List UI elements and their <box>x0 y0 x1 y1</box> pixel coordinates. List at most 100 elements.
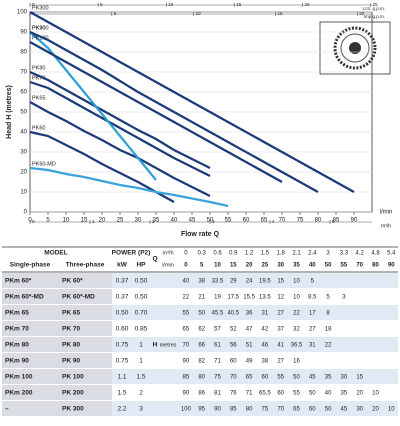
curve-label: PK65 <box>32 95 45 101</box>
power-hp: 0.70 <box>135 310 148 317</box>
power-hp: 0.50 <box>135 278 148 285</box>
head-value: 10 <box>293 295 300 301</box>
head-value: 29 <box>230 279 237 285</box>
head-value: 15.5 <box>243 295 255 301</box>
head-value: 50 <box>198 311 205 317</box>
head-value: 22 <box>325 343 332 349</box>
pump-curve <box>29 31 157 181</box>
model-single: PKm 200 <box>5 390 33 397</box>
head-value: 62 <box>198 327 205 333</box>
power-kw: 1.1 <box>117 374 126 381</box>
head-value: 70 <box>230 375 237 381</box>
head-value: 31 <box>262 311 269 317</box>
imp-gpm-tick-label: 5 <box>114 11 117 16</box>
model-bg <box>2 353 112 368</box>
head-value: 51 <box>246 343 253 349</box>
curve-label: PK90 <box>32 25 45 31</box>
power-kw: 1.5 <box>117 390 126 397</box>
lmin-value: 10 <box>214 263 221 269</box>
x-tick-label: 30 <box>135 218 142 224</box>
head-value: 61 <box>214 343 221 349</box>
head-value: 22 <box>183 295 190 301</box>
head-value: 27 <box>309 327 316 333</box>
head-value: 45 <box>309 375 316 381</box>
lmin-value: 90 <box>388 263 395 269</box>
us-gpm-tick-label: 10 <box>168 2 174 7</box>
head-value: 47 <box>246 327 253 333</box>
head-value: 85 <box>230 407 237 413</box>
head-value: 80 <box>198 375 205 381</box>
us-gpm-tick-label: 20 <box>305 2 311 7</box>
y-tick-label: 20 <box>20 170 27 176</box>
x-tick-label: 75 <box>297 218 304 224</box>
m3h-tick-label: 1 <box>92 219 95 224</box>
y-tick-label: 60 <box>20 90 27 96</box>
model-bg <box>2 289 112 304</box>
x-tick-label: 60 <box>243 218 250 224</box>
y-axis-label: Head H (metres) <box>6 85 13 139</box>
unit-label: m³/h <box>163 250 174 256</box>
m3h-tick-label: 5 <box>332 219 335 224</box>
head-value: 35 <box>325 375 332 381</box>
x-tick-label: 35 <box>153 218 160 224</box>
y-tick-label: 90 <box>20 30 27 36</box>
power-kw: 0.37 <box>116 294 129 301</box>
y-tick-label: 30 <box>20 150 27 156</box>
pump-curve <box>29 11 355 193</box>
head-value: 46 <box>262 343 269 349</box>
power-hp: 1.5 <box>136 374 145 381</box>
head-value: 17.5 <box>227 295 239 301</box>
head-value: 71 <box>214 359 221 365</box>
model-three: PK 90 <box>62 358 80 365</box>
head-value: 18 <box>325 327 332 333</box>
head-value: 71 <box>246 391 253 397</box>
us-gpm-tick-label: 0 <box>32 2 35 7</box>
head-value: 33.5 <box>212 279 224 285</box>
head-value: 45 <box>341 407 348 413</box>
head-value: 100 <box>181 407 192 413</box>
imp-gpm-tick-label: 15 <box>277 11 283 16</box>
head-value: 50 <box>293 375 300 381</box>
head-value: 12 <box>277 295 284 301</box>
head-value: 81 <box>214 391 221 397</box>
curve-label: PK300 <box>32 5 49 11</box>
power-hp: 3 <box>139 406 143 413</box>
head-value: 90 <box>214 407 221 413</box>
head-value: 17 <box>309 311 316 317</box>
model-three: PK 70 <box>62 326 80 333</box>
head-value: 16 <box>293 359 300 365</box>
head-value: 40 <box>325 391 332 397</box>
head-value: 36.5 <box>291 343 303 349</box>
head-value: 36 <box>246 311 253 317</box>
lmin-value: 55 <box>341 263 348 269</box>
head-value: 90 <box>183 359 190 365</box>
lmin-value: 0 <box>184 263 188 269</box>
head-value: 20 <box>356 391 363 397</box>
head-value: 19.5 <box>259 279 271 285</box>
power-kw: 0.50 <box>116 310 129 317</box>
power-hp: 0.50 <box>135 294 148 301</box>
model-three: PK 60* <box>62 278 83 285</box>
m3h-value: 2.1 <box>292 251 301 257</box>
head-value: 41 <box>277 343 284 349</box>
power-kw: 2.2 <box>117 406 126 413</box>
head-value: 82 <box>198 359 205 365</box>
y-tick-label: 100 <box>17 10 28 16</box>
y-tick-label: 70 <box>20 70 27 76</box>
head-value: 31 <box>309 343 316 349</box>
model-single: PKm 60*-MD <box>5 294 44 301</box>
m3h-value: 0.3 <box>198 251 207 257</box>
y-tick-label: 10 <box>20 190 27 196</box>
head-value: 60 <box>277 391 284 397</box>
pump-curve <box>29 101 211 197</box>
head-value: 37 <box>277 327 284 333</box>
head-value: 60 <box>309 407 316 413</box>
model-single: PKm 70 <box>5 326 29 333</box>
lmin-value: 40 <box>309 263 316 269</box>
head-value: 75 <box>214 375 221 381</box>
table-header: POWER (P2) <box>112 250 151 257</box>
model-bg <box>2 273 112 288</box>
model-single: PKm 90 <box>5 358 29 365</box>
head-value: 27 <box>277 311 284 317</box>
model-single: PKm 65 <box>5 310 29 317</box>
